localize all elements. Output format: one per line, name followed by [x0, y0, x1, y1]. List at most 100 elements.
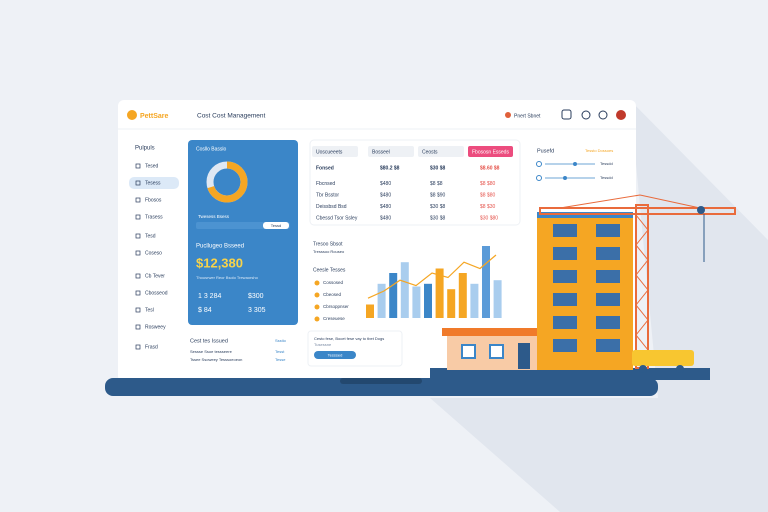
logo: PettSare [140, 113, 169, 120]
legend-label: Cossosed [323, 280, 344, 285]
door [518, 343, 530, 369]
header-cell: Uoscueeets [316, 149, 343, 155]
crane-jib [539, 207, 736, 215]
tower-window [553, 316, 577, 329]
slider-knob[interactable] [563, 176, 567, 180]
crane-lattice [635, 214, 649, 366]
chart-title: Tresoo Sbsot [313, 241, 343, 247]
issue-status: Tesst [275, 349, 285, 354]
nav-item[interactable]: Fbosos [145, 197, 162, 203]
cell: $8 $90 [430, 192, 446, 198]
laptop-base [105, 378, 658, 396]
nav-icon [135, 163, 141, 169]
tower-window [553, 224, 577, 237]
header-cell: Bosseel [372, 149, 390, 155]
bar [389, 273, 398, 318]
amount: $12,380 [196, 255, 243, 270]
slider-icon [536, 161, 542, 167]
cell: Cbessd Tsor Ssley [316, 215, 358, 221]
nav-icon [135, 344, 141, 350]
cell: Fbcnsed [316, 181, 335, 187]
notch [340, 378, 422, 384]
bar [470, 283, 479, 318]
icon[interactable] [598, 110, 608, 120]
slider-icon [536, 175, 542, 181]
nav-item[interactable]: Tesl [145, 307, 154, 313]
window [461, 344, 476, 359]
table-header [418, 146, 464, 157]
issue: Sessse Ssoe tessseere [190, 349, 233, 354]
slider-label: Tessdd [600, 161, 613, 166]
header-cell: Ceosts [422, 149, 438, 155]
panel-link[interactable]: Tessto Dossoes [585, 148, 613, 153]
tower-window [596, 270, 620, 283]
slider-knob[interactable] [573, 162, 577, 166]
wheel [639, 365, 647, 373]
slider-label: Tessdd [600, 175, 613, 180]
button[interactable] [263, 222, 289, 229]
button-label: Tessd [271, 223, 281, 228]
tower-window [553, 293, 577, 306]
issues-title: Cest tes Issued [190, 338, 228, 344]
icon[interactable] [561, 109, 572, 120]
table-header [312, 146, 358, 157]
tower-window [596, 293, 620, 306]
nav-item[interactable]: Tesed [145, 163, 159, 169]
summary-label: Pucllugeo Bsseed [196, 244, 244, 250]
legend-label: Creseuese [323, 316, 345, 321]
icon[interactable] [581, 110, 591, 120]
note: Thousrwer Reor Bsolo Trewaorsho [196, 275, 259, 280]
figure: $300 [248, 293, 264, 300]
cell: $8 $30 [480, 204, 496, 210]
nav-item[interactable]: Frasd [145, 344, 158, 350]
table-header [468, 146, 513, 157]
nav-item[interactable]: Tesess [145, 180, 161, 186]
nav-item[interactable]: Trasess [145, 214, 163, 220]
cell: $8 $80 [480, 181, 496, 187]
tower-window [553, 247, 577, 260]
chart-subtitle: Tresssoo Rouseo [313, 249, 345, 254]
cell: Tbr Bsstor [316, 192, 339, 198]
issue: Tssee Ssoweey Tesssoeoeon [190, 357, 242, 362]
nav-icon [135, 197, 141, 203]
cell: Deissbsd Bsd [316, 204, 347, 210]
wheel [676, 365, 684, 373]
tower-windows [553, 224, 620, 352]
bar [366, 304, 374, 318]
nav-icon [135, 324, 141, 330]
logo-icon [127, 110, 137, 120]
bar [458, 273, 467, 318]
nav-item[interactable]: Rosweey [145, 324, 166, 330]
tower-window [553, 339, 577, 352]
nav-item[interactable]: Tesd [145, 233, 156, 239]
app-title: Cost Cost Management [197, 113, 265, 120]
nav-item[interactable]: Cb Tever [145, 273, 165, 279]
notice-text: Cesto fese, Bocet fese vay to tbet Dogs [314, 336, 384, 341]
nav-icon [135, 290, 141, 296]
shadow [430, 100, 768, 512]
cell: $480 [380, 192, 391, 198]
button[interactable] [314, 351, 356, 359]
cell: $30 $8 [430, 204, 446, 210]
cell: $8 $8 [430, 181, 443, 187]
issue-status: Tesse [275, 357, 286, 362]
nav-item[interactable]: Coseso [145, 250, 162, 256]
tower-window [553, 270, 577, 283]
nav-active [129, 177, 179, 189]
icon[interactable] [616, 110, 626, 120]
legend-dot [314, 280, 320, 286]
window [489, 344, 504, 359]
trolley [697, 206, 705, 214]
illustration [430, 194, 736, 380]
cell: $30 $8 [430, 215, 446, 221]
issues-link[interactable]: Ssstio [275, 338, 287, 343]
summary-title: Cosllo Basslo [196, 146, 227, 152]
trend-line [367, 254, 497, 299]
bar [482, 246, 490, 318]
nav-item[interactable]: Cbosseod [145, 290, 168, 296]
cell: $80.2 $8 [380, 165, 400, 171]
nav-icon [135, 214, 141, 220]
notice-sub: Tusessne [314, 342, 332, 347]
bar [447, 289, 456, 318]
figure: 3 305 [248, 307, 266, 314]
